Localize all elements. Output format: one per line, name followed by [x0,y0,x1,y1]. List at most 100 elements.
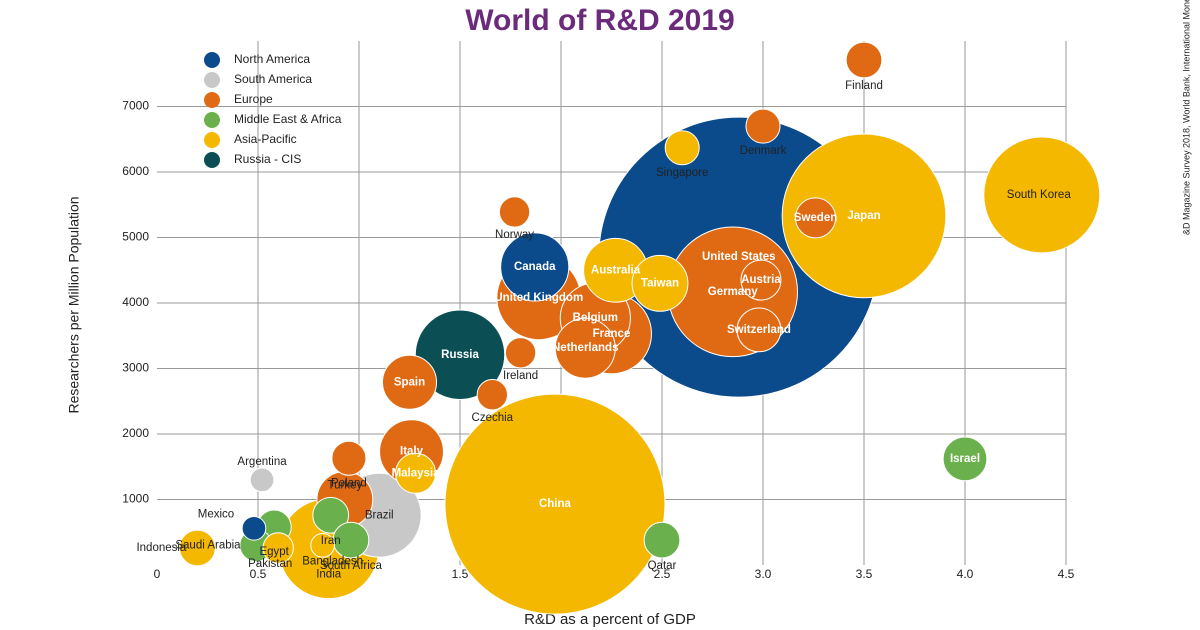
bubbles [179,41,1101,615]
bubble-label: Saudi Arabia [175,539,241,551]
bubble-label: Taiwan [641,277,679,289]
bubble [444,393,666,615]
legend-swatch [204,112,220,128]
bubble [498,196,531,228]
x-tick-label: 3.5 [856,567,873,581]
bubble-label: Australia [591,264,641,276]
bubble-label: Israel [950,453,980,465]
bubble-label: Indonesia [136,542,186,554]
bubble-label: Bangladesh [302,555,363,567]
bubble-label: Iran [321,535,341,547]
bubble [249,467,275,493]
y-axis-title: Researchers per Million Population [66,196,82,413]
bubble [736,307,782,353]
legend-swatch [204,152,220,168]
legend-label: South America [234,72,312,86]
x-tick-label: 3.0 [755,567,772,581]
y-tick-label: 1000 [122,492,149,506]
bubble-labels: United States Canada Mexico Argentina Brazil… [136,80,1071,581]
bubble-label: Belgium [573,312,618,324]
bubble-label: Netherlands [552,342,618,354]
legend-label: Middle East & Africa [234,112,342,126]
bubble-label: Mexico [198,508,234,520]
bubble [504,337,537,369]
y-tick-label: 7000 [122,99,149,113]
x-tick-label: 4.0 [957,567,974,581]
bubble [664,130,700,166]
bubble [414,309,506,400]
bubble-label: Czechia [472,412,514,424]
bubble-label: Russia [441,349,479,361]
bubble-label: Sweden [794,212,837,224]
bubble-label: Brazil [365,509,394,521]
legend-swatch [204,52,220,68]
bubble [781,133,947,299]
bubble [942,436,988,482]
y-tick-label: 6000 [122,164,149,178]
y-tick-label: 4000 [122,295,149,309]
bubble-label: United Kingdom [494,292,583,304]
source-note: &D Magazine Survey 2018, World Bank, Int… [1181,0,1191,235]
bubble-label: Qatar [648,560,677,572]
x-tick-label: 2.5 [654,567,671,581]
bubble [262,532,294,564]
bubble-label: Egypt [259,546,289,558]
bubble [631,254,689,312]
legend-swatch [204,92,220,108]
legend-label: North America [234,52,310,66]
bubble-label: Singapore [656,167,708,179]
legend-label: Europe [234,92,273,106]
bubble [643,521,681,559]
y-tick-label: 2000 [122,426,149,440]
legend-label: Russia - CIS [234,152,301,166]
bubble-label: China [539,498,572,510]
bubble [554,317,616,379]
legend-label: Asia-Pacific [234,132,297,146]
bubble [241,515,267,541]
x-tick-label: 4.5 [1058,567,1075,581]
bubble-label: South Korea [1007,189,1072,201]
bubble [845,41,883,79]
legend-swatch [204,72,220,88]
bubble-label: Finland [845,80,883,92]
bubble [983,136,1101,254]
bubble [395,452,437,494]
bubble-label: Germany [708,286,758,298]
x-axis-title: R&D as a percent of GDP [524,611,696,628]
bubble-label: Turkey [327,480,362,492]
bubble [795,197,837,239]
bubble [476,379,508,411]
bubble-label: India [316,569,342,581]
bubble [740,259,782,301]
chart-title: World of R&D 2019 [465,4,735,37]
x-tick-label: 1.5 [452,567,469,581]
y-tick-label: 5000 [122,230,149,244]
bubble [312,496,350,534]
x-tick-label: 0.5 [250,567,267,581]
bubble-label: Japan [847,210,880,222]
bubble-label: Canada [514,261,556,273]
bubble [179,529,216,567]
bubble-label: Ireland [503,370,538,382]
bubble [331,440,367,476]
bubble [500,232,570,302]
bubble [310,533,335,558]
bubble-label: Argentina [237,456,287,468]
bubble-label: Austria [741,274,781,286]
bubble-label: France [593,328,631,340]
bubble-label: United States [702,251,776,263]
bubble [381,354,438,410]
x-tick-label: 0 [154,567,161,581]
bubble-label: Pakistan [248,558,292,570]
bubble-label: Spain [394,376,425,388]
bubble-label: Norway [495,229,534,241]
y-tick-label: 3000 [122,361,149,375]
bubble [745,108,781,144]
legend-swatch [204,132,220,148]
bubble-label: South Africa [320,560,383,572]
bubble-label: Italy [400,446,424,458]
bubble-label: Denmark [740,145,787,157]
bubble-label: Poland [331,477,367,489]
bubble-label: Switzerland [727,324,791,336]
